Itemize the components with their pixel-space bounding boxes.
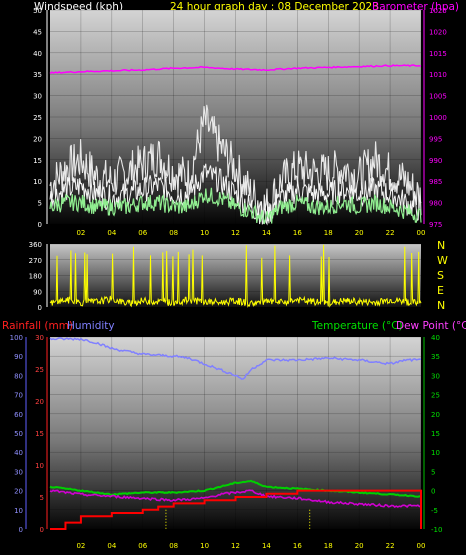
humidity-tick-label: 50 xyxy=(14,430,23,438)
humidity-tick-label: 80 xyxy=(14,372,23,380)
barometer-tick-label: 990 xyxy=(429,157,442,165)
wind-gust-series xyxy=(49,104,422,225)
wind-x-tick-label: 08 xyxy=(169,229,178,237)
compass-label: E xyxy=(437,284,444,297)
temperature-x-tick-label: 12 xyxy=(231,542,240,550)
temperature-x-tick-label: 14 xyxy=(262,542,271,550)
panel-wind-background xyxy=(50,10,421,224)
temperature-tick-label: 40 xyxy=(431,334,440,342)
rain-tick-label: 0 xyxy=(40,526,44,534)
windspeed-tick-label: 15 xyxy=(33,157,42,165)
wind-direction-series xyxy=(49,244,422,308)
temperature-tick-label: 15 xyxy=(431,430,440,438)
direction-tick-label: 0 xyxy=(38,304,42,312)
windspeed-tick-label: 25 xyxy=(33,114,42,122)
wind-x-tick-label: 04 xyxy=(107,229,116,237)
wind-x-tick-label: 02 xyxy=(76,229,85,237)
dewpoint-axis-label: Dew Point (°C) xyxy=(396,320,466,332)
rain-tick-label: 20 xyxy=(35,398,44,406)
temperature-x-tick-label: 04 xyxy=(107,542,116,550)
humidity-tick-label: 90 xyxy=(14,353,23,361)
direction-tick-label: 360 xyxy=(29,241,42,249)
windspeed-tick-label: 10 xyxy=(33,178,42,186)
barometer-tick-label: 1010 xyxy=(429,71,447,79)
rain-tick-label: 15 xyxy=(35,430,44,438)
rainfall-axis-label: Rainfall (mm) xyxy=(2,320,74,332)
temperature-tick-label: 5 xyxy=(431,468,435,476)
temperature-x-tick-label: 00 xyxy=(417,542,426,550)
barometer-tick-label: 995 xyxy=(429,135,442,143)
temperature-tick-label: 35 xyxy=(431,353,440,361)
temperature-x-tick-label: 10 xyxy=(200,542,209,550)
temperature-tick-label: 25 xyxy=(431,392,440,400)
windspeed-tick-label: 5 xyxy=(38,200,42,208)
barometer-series xyxy=(49,64,422,75)
windspeed-tick-label: 0 xyxy=(38,221,42,229)
wind-x-tick-label: 20 xyxy=(355,229,364,237)
barometer-tick-label: 1000 xyxy=(429,114,447,122)
windspeed-tick-label: 50 xyxy=(33,7,42,15)
humidity-tick-label: 70 xyxy=(14,392,23,400)
rain-tick-label: 5 xyxy=(40,494,44,502)
temperature-x-tick-label: 18 xyxy=(324,542,333,550)
temperature-x-tick-label: 22 xyxy=(386,542,395,550)
wind-x-tick-label: 12 xyxy=(231,229,240,237)
direction-tick-label: 180 xyxy=(29,273,42,281)
barometer-tick-label: 985 xyxy=(429,178,442,186)
windspeed-tick-label: 30 xyxy=(33,93,42,101)
compass-label: N xyxy=(437,239,445,252)
temperature-tick-label: -5 xyxy=(431,507,438,515)
temperature-x-tick-label: 08 xyxy=(169,542,178,550)
dewpoint-series xyxy=(49,489,422,508)
barometer-tick-label: 1025 xyxy=(429,7,447,15)
windspeed-tick-label: 45 xyxy=(33,28,42,36)
compass-label: W xyxy=(437,254,448,267)
rainfall-series xyxy=(50,489,422,530)
humidity-tick-label: 100 xyxy=(10,334,23,342)
humidity-tick-label: 20 xyxy=(14,488,23,496)
barometer-tick-label: 980 xyxy=(429,200,442,208)
temperature-x-tick-label: 16 xyxy=(293,542,302,550)
barometer-tick-label: 975 xyxy=(429,221,442,229)
windspeed-tick-label: 35 xyxy=(33,71,42,79)
wind-x-tick-label: 06 xyxy=(138,229,147,237)
wind-x-tick-label: 16 xyxy=(293,229,302,237)
barometer-tick-label: 1005 xyxy=(429,93,447,101)
rain-tick-label: 30 xyxy=(35,334,44,342)
direction-tick-label: 270 xyxy=(29,257,42,265)
humidity-series xyxy=(49,337,422,380)
wind-x-tick-label: 22 xyxy=(386,229,395,237)
humidity-axis-label: Humidity xyxy=(67,320,115,332)
barometer-tick-label: 1020 xyxy=(429,28,447,36)
windspeed-tick-label: 40 xyxy=(33,50,42,58)
temperature-tick-label: 30 xyxy=(431,372,440,380)
temperature-tick-label: 10 xyxy=(431,449,440,457)
temperature-tick-label: -10 xyxy=(431,526,442,534)
temperature-axis-label: Temperature (°C) xyxy=(312,320,403,332)
temperature-tick-label: 20 xyxy=(431,411,440,419)
temperature-x-tick-label: 06 xyxy=(138,542,147,550)
humidity-tick-label: 30 xyxy=(14,468,23,476)
rain-tick-label: 25 xyxy=(35,366,44,374)
wind-x-tick-label: 00 xyxy=(417,229,426,237)
rain-tick-label: 10 xyxy=(35,462,44,470)
humidity-tick-label: 10 xyxy=(14,507,23,515)
humidity-tick-label: 40 xyxy=(14,449,23,457)
compass-label: N xyxy=(437,299,445,312)
humidity-tick-label: 0 xyxy=(19,526,23,534)
wind-average-series xyxy=(49,187,422,225)
wind-x-tick-label: 14 xyxy=(262,229,271,237)
compass-label: S xyxy=(437,269,444,282)
direction-tick-label: 90 xyxy=(33,288,42,296)
windspeed-tick-label: 20 xyxy=(33,135,42,143)
barometer-tick-label: 1015 xyxy=(429,50,447,58)
temperature-series xyxy=(49,479,422,498)
wind-x-tick-label: 18 xyxy=(324,229,333,237)
humidity-tick-label: 60 xyxy=(14,411,23,419)
temperature-tick-label: 0 xyxy=(431,488,435,496)
temperature-x-tick-label: 02 xyxy=(76,542,85,550)
wind-x-tick-label: 10 xyxy=(200,229,209,237)
temperature-x-tick-label: 20 xyxy=(355,542,364,550)
